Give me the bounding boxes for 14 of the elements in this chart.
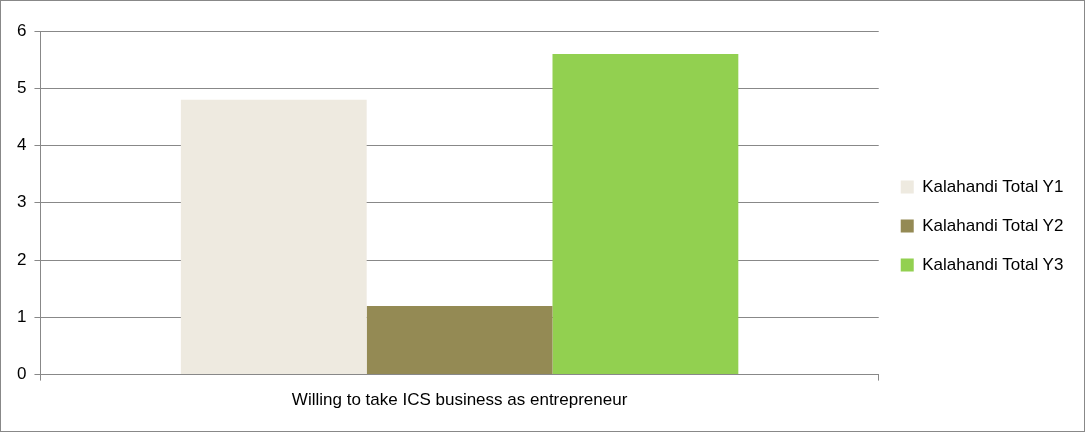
y-tick-label: 0: [16, 364, 27, 384]
y-tick-label: 5: [16, 77, 27, 97]
y-tick-label: 2: [16, 249, 27, 269]
legend-label: Kalahandi Total Y2: [922, 215, 1064, 235]
legend-label: Kalahandi Total Y1: [922, 176, 1064, 196]
x-tick-label: Willing to take ICS business as entrepreneur: [291, 390, 628, 410]
bar: [180, 99, 367, 375]
y-tick-label: 1: [16, 307, 27, 327]
y-tick-label: 4: [16, 135, 27, 155]
y-tick-label: 3: [16, 192, 27, 212]
bar: [366, 305, 553, 375]
y-tick-label: 6: [16, 20, 27, 40]
legend-label: Kalahandi Total Y3: [922, 254, 1064, 274]
bar: [552, 53, 739, 375]
